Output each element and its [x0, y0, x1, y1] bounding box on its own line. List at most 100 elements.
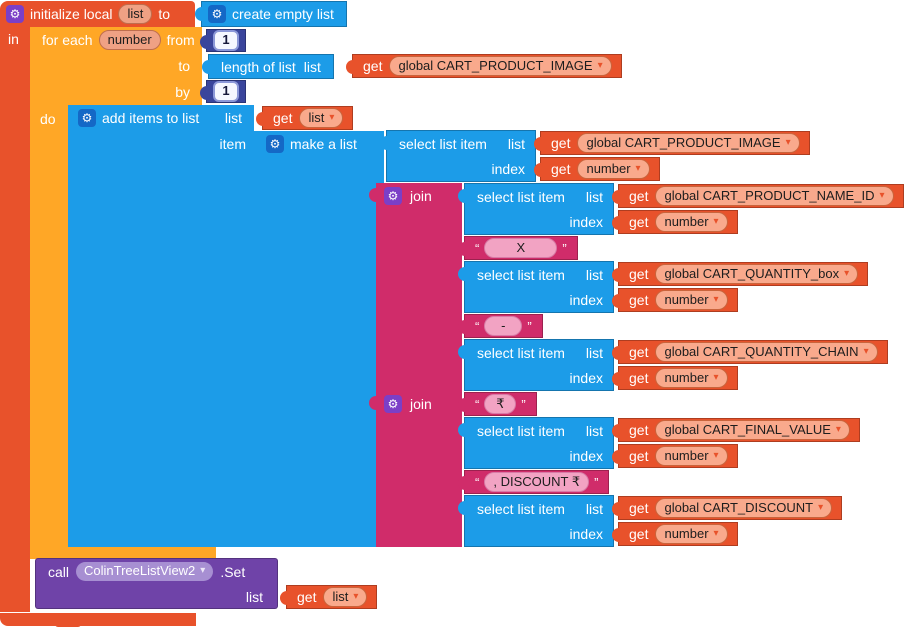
- number-1-block[interactable]: 1: [200, 80, 246, 103]
- dropdown-arrow-icon: ▾: [200, 565, 206, 577]
- initialize-local-label: initialize local: [30, 6, 113, 22]
- loop-variable-field[interactable]: number: [98, 29, 161, 51]
- select-list-item-label: select list item: [477, 500, 565, 517]
- for-each-bottom-bar[interactable]: [30, 547, 216, 559]
- mutator-gear-icon[interactable]: ⚙: [6, 5, 24, 23]
- select-list-item-block[interactable]: select list item list index: [458, 339, 614, 391]
- select-list-item-block[interactable]: select list item list index: [458, 183, 614, 235]
- text-value: X: [516, 239, 526, 255]
- get-number-block[interactable]: get number ▾: [612, 288, 738, 312]
- add-items-body[interactable]: [68, 131, 384, 547]
- add-items-to-list-block[interactable]: ⚙ add items to list list: [68, 105, 254, 131]
- close-quote: ”: [594, 474, 599, 490]
- gear-glyph: ⚙: [211, 7, 223, 21]
- call-label: call: [48, 563, 70, 580]
- variable-name: global CART_PRODUCT_NAME_ID: [664, 187, 875, 203]
- gear-glyph: ⚙: [387, 397, 399, 411]
- local-variable-name-field[interactable]: list: [118, 3, 153, 25]
- gear-glyph: ⚙: [9, 7, 21, 21]
- text-string-block[interactable]: “ X ”: [458, 236, 578, 260]
- get-number-block[interactable]: get number ▾: [612, 522, 738, 546]
- gear-glyph: ⚙: [269, 137, 281, 151]
- mutator-gear-icon[interactable]: ⚙: [78, 109, 96, 127]
- create-empty-list-block[interactable]: ⚙ create empty list: [195, 1, 347, 27]
- variable-dropdown[interactable]: global CART_PRODUCT_IMAGE ▾: [389, 55, 612, 77]
- in-label: in: [8, 31, 19, 47]
- mutator-gear-icon[interactable]: ⚙: [384, 187, 402, 205]
- variable-dropdown[interactable]: number ▾: [655, 211, 728, 233]
- get-global-cart-quantity-chain-block[interactable]: get global CART_QUANTITY_CHAIN ▾: [612, 340, 888, 364]
- variable-dropdown[interactable]: global CART_QUANTITY_box ▾: [655, 263, 859, 285]
- text-string-block[interactable]: “ , DISCOUNT ₹ ”: [457, 470, 610, 494]
- gear-glyph: ⚙: [81, 111, 93, 125]
- variable-dropdown[interactable]: list ▾: [323, 586, 368, 608]
- to-label: to: [158, 6, 171, 22]
- get-global-cart-product-image-block[interactable]: get global CART_PRODUCT_IMAGE ▾: [534, 131, 810, 155]
- variable-dropdown[interactable]: number ▾: [655, 445, 728, 467]
- number-1-block[interactable]: 1: [200, 29, 246, 52]
- variable-dropdown[interactable]: global CART_QUANTITY_CHAIN ▾: [655, 341, 878, 363]
- get-label: get: [551, 161, 571, 177]
- select-list-item-label: select list item: [477, 266, 565, 283]
- get-global-cart-product-name-id-block[interactable]: get global CART_PRODUCT_NAME_ID ▾: [612, 184, 904, 208]
- text-value: ₹: [496, 395, 505, 411]
- list-socket-label: list: [585, 266, 603, 283]
- get-number-block[interactable]: get number ▾: [612, 444, 738, 468]
- get-global-cart-discount-block[interactable]: get global CART_DISCOUNT ▾: [611, 496, 843, 520]
- init-in-column[interactable]: [0, 27, 30, 612]
- get-number-block[interactable]: get number ▾: [612, 210, 738, 234]
- make-a-list-block[interactable]: ⚙ make a list: [258, 131, 357, 157]
- text-value-field[interactable]: , DISCOUNT ₹: [484, 471, 590, 493]
- get-number-block[interactable]: get number ▾: [534, 157, 660, 181]
- variable-name: list: [332, 588, 349, 604]
- select-list-item-block[interactable]: select list item list index: [458, 417, 614, 469]
- length-of-list-block[interactable]: length of list list: [202, 54, 334, 79]
- variable-dropdown[interactable]: global CART_FINAL_VALUE ▾: [655, 419, 850, 441]
- variable-dropdown[interactable]: number ▾: [655, 367, 728, 389]
- text-value-field[interactable]: ₹: [484, 393, 517, 415]
- select-list-item-block[interactable]: select list item list index: [458, 495, 614, 547]
- number-value-field[interactable]: 1: [213, 81, 239, 102]
- get-global-cart-quantity-box-block[interactable]: get global CART_QUANTITY_box ▾: [611, 262, 869, 286]
- mutator-gear-icon[interactable]: ⚙: [384, 395, 402, 413]
- get-label: get: [629, 344, 649, 360]
- variable-dropdown[interactable]: global CART_PRODUCT_IMAGE ▾: [577, 132, 800, 154]
- get-list-block[interactable]: get list ▾: [255, 106, 354, 130]
- variable-dropdown[interactable]: number ▾: [655, 523, 728, 545]
- variable-dropdown[interactable]: list ▾: [299, 107, 344, 129]
- variable-name: global CART_DISCOUNT: [664, 499, 814, 515]
- variable-dropdown[interactable]: number ▾: [577, 158, 650, 180]
- join-block[interactable]: ⚙ join: [369, 183, 462, 391]
- number-value-field[interactable]: 1: [213, 30, 239, 51]
- text-string-block[interactable]: “ ₹ ”: [458, 392, 537, 416]
- select-list-item-block[interactable]: select list item list index: [380, 130, 536, 182]
- variable-dropdown[interactable]: global CART_PRODUCT_NAME_ID ▾: [655, 185, 894, 207]
- text-value-field[interactable]: -: [484, 315, 523, 337]
- for-each-number-block[interactable]: for each number from to by: [30, 27, 202, 105]
- variable-dropdown[interactable]: number ▾: [655, 289, 728, 311]
- component-dropdown[interactable]: ColinTreeListView2 ▾: [76, 562, 214, 581]
- call-colintreelistview2-set-block[interactable]: call ColinTreeListView2 ▾ .Set list: [35, 558, 278, 609]
- join-block[interactable]: ⚙ join: [369, 391, 462, 547]
- select-list-item-block[interactable]: select list item list index: [458, 261, 614, 313]
- mutator-gear-icon[interactable]: ⚙: [266, 135, 284, 153]
- variable-dropdown[interactable]: global CART_DISCOUNT ▾: [655, 497, 833, 519]
- get-global-cart-product-image-block[interactable]: get global CART_PRODUCT_IMAGE ▾: [346, 54, 622, 78]
- item-socket-label: item: [219, 136, 246, 152]
- text-value-field[interactable]: X: [484, 237, 558, 259]
- open-quote: “: [475, 396, 480, 412]
- get-list-block[interactable]: get list ▾: [279, 585, 378, 609]
- list-socket-label: list: [245, 588, 263, 605]
- dropdown-arrow-icon: ▾: [713, 527, 719, 539]
- index-socket-label: index: [569, 447, 603, 464]
- create-empty-list-label: create empty list: [232, 6, 334, 22]
- mutator-gear-icon[interactable]: ⚙: [208, 5, 226, 23]
- for-each-do-column[interactable]: [30, 105, 68, 547]
- get-number-block[interactable]: get number ▾: [612, 366, 738, 390]
- text-string-block[interactable]: “ - ”: [458, 314, 543, 338]
- index-socket-label: index: [491, 160, 525, 177]
- init-bottom-bar[interactable]: [0, 613, 196, 626]
- get-global-cart-final-value-block[interactable]: get global CART_FINAL_VALUE ▾: [612, 418, 860, 442]
- initialize-local-block[interactable]: ⚙ initialize local list to: [0, 1, 195, 27]
